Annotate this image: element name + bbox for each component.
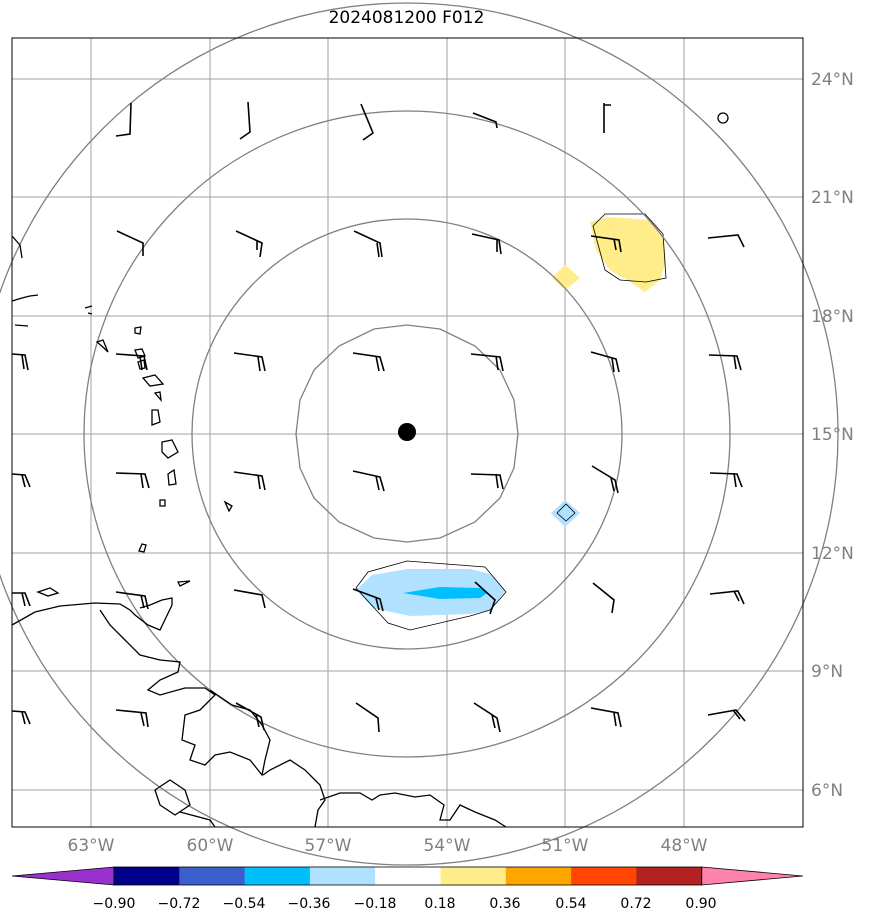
colorbar-tick-label: 0.72: [620, 896, 651, 912]
colorbar-tick-label: 0.36: [489, 896, 520, 912]
wind-barbs: [11, 101, 746, 733]
colorbar-border: [113, 866, 703, 886]
colorbar-tick-label: −0.36: [288, 896, 331, 912]
shading: [356, 217, 666, 616]
storm-center-marker: [398, 423, 416, 441]
colorbar-ticks: −0.90 −0.72 −0.54 −0.36 −0.18 0.18 0.36 …: [93, 896, 717, 912]
lat-axis-labels: 24°N 21°N 18°N 15°N 12°N 9°N 6°N: [811, 70, 854, 801]
range-rings: [0, 2, 839, 866]
lat-label: 6°N: [811, 781, 843, 801]
colorbar-tick-label: −0.54: [223, 896, 266, 912]
colorbar-segment: [375, 867, 441, 885]
colorbar-tick-label: −0.90: [93, 896, 136, 912]
lon-label: 57°W: [305, 836, 352, 856]
colorbar-extend-high: [701, 866, 804, 886]
colorbar-segment: [571, 867, 637, 885]
colorbar-segment: [440, 867, 507, 885]
colorbar: [11, 866, 804, 886]
colorbar-tick-label: 0.54: [555, 896, 586, 912]
lat-label: 9°N: [811, 662, 843, 682]
lon-axis-labels: 63°W 60°W 57°W 54°W 51°W 48°W: [68, 836, 708, 856]
lon-label: 60°W: [187, 836, 234, 856]
colorbar-segment: [179, 867, 246, 885]
colorbar-segment: [505, 867, 572, 885]
colorbar-segment: [244, 867, 311, 885]
contours: [355, 213, 667, 631]
colorbar-tick-label: −0.72: [158, 896, 201, 912]
lat-label: 12°N: [811, 544, 854, 564]
lon-label: 48°W: [661, 836, 708, 856]
lat-label: 21°N: [811, 188, 854, 208]
negative-anomaly-spot: [551, 500, 580, 527]
coastlines: [11, 112, 729, 828]
lat-label: 24°N: [811, 70, 854, 90]
lat-label: 18°N: [811, 307, 854, 327]
map-title: 2024081200 F012: [328, 8, 485, 28]
strong-negative-anomaly-core: [403, 587, 487, 599]
colorbar-segment: [309, 867, 376, 885]
colorbar-extend-low: [11, 866, 115, 886]
lon-label: 63°W: [68, 836, 115, 856]
lon-label: 51°W: [542, 836, 589, 856]
colorbar-tick-label: 0.90: [685, 896, 716, 912]
positive-anomaly-region: [590, 217, 666, 292]
colorbar-segment: [114, 867, 180, 885]
lat-label: 15°N: [811, 425, 854, 445]
colorbar-tick-label: 0.18: [424, 896, 455, 912]
positive-anomaly-spot: [552, 265, 580, 290]
graticule: [12, 38, 803, 827]
lon-label: 54°W: [424, 836, 471, 856]
colorbar-segment: [636, 867, 703, 885]
colorbar-tick-label: −0.18: [354, 896, 397, 912]
map-frame: [11, 37, 804, 828]
